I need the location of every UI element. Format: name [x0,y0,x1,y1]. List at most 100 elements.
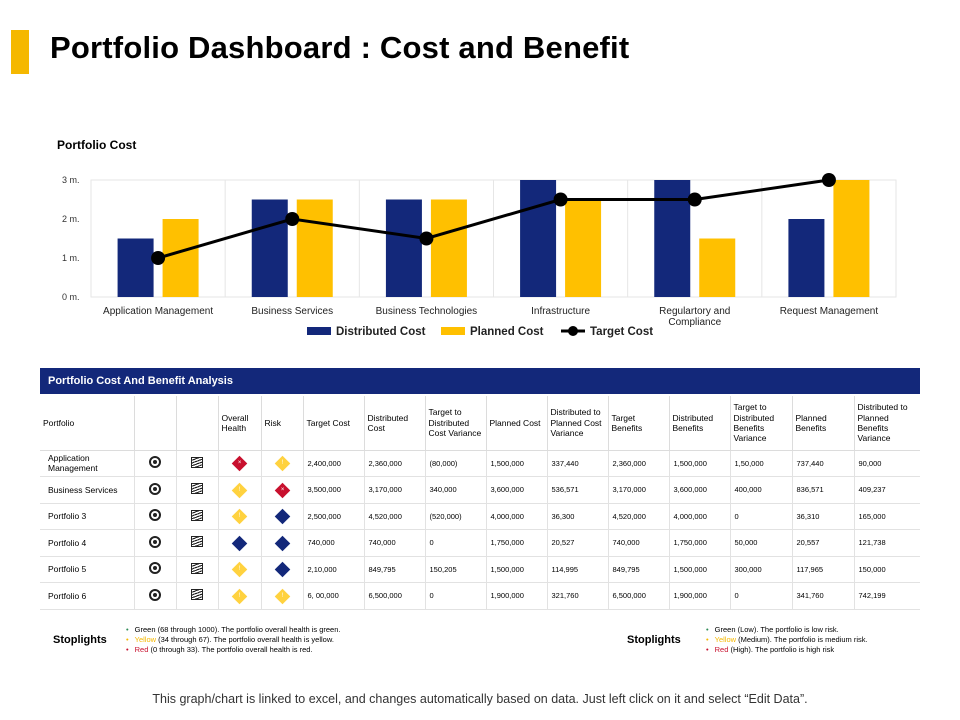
value-cell: 1,750,000 [486,529,548,557]
value-cell: 36,310 [792,503,855,530]
column-header: Distributed to Planned Benefits Variance [854,396,920,451]
risk-diamond-icon [274,535,290,552]
target-icon[interactable] [149,482,161,495]
value-cell: 1,500,000 [669,556,731,583]
risk-diamond-icon: ! [274,588,290,605]
overall-health-cell: ! [218,582,262,610]
risk-diamond-icon [274,561,290,578]
stoplight-green-item: Green (68 through 1000). The portfolio o… [126,625,341,635]
stoplight-yellow-word: Yellow [134,635,157,644]
column-header: Overall Health [218,396,262,451]
column-header: Target Cost [303,396,365,451]
risk-cell [261,556,304,583]
legend-label: Target Cost [590,326,653,338]
value-cell: 121,738 [854,529,920,557]
target-cost-point[interactable] [687,192,702,207]
chart-icon[interactable] [191,562,203,574]
health-diamond-icon: ! [231,588,248,605]
distributed-cost-bar[interactable] [520,180,557,297]
value-cell: 3,170,000 [364,476,426,504]
value-cell: 1,500,000 [486,450,548,477]
distributed-cost-bar[interactable] [117,238,154,298]
value-cell: 3,500,000 [303,476,365,504]
value-cell: 536,571 [547,476,609,504]
target-cost-point[interactable] [553,192,568,207]
value-cell: 20,557 [792,529,855,557]
portfolio-name-cell: Portfolio 3 [40,503,135,530]
portfolio-name-cell: Portfolio 5 [40,556,135,583]
chart-icon[interactable] [191,483,203,495]
target-icon-cell [134,529,177,557]
column-header: Target to Distributed Benefits Variance [730,396,793,451]
planned-cost-bar[interactable] [162,219,199,297]
value-cell: 409,237 [854,476,920,504]
value-cell: 740,000 [303,529,365,557]
distributed-cost-bar[interactable] [654,180,691,297]
column-header: Target Benefits [608,396,670,451]
chart-icon[interactable] [191,589,203,601]
chart-icon-cell [176,476,219,504]
value-cell: 337,440 [547,450,609,477]
stoplight-red-word: Red [714,645,729,654]
distributed-cost-bar[interactable] [788,219,825,297]
value-cell: 849,795 [608,556,670,583]
value-cell: 400,000 [730,476,793,504]
target-cost-point[interactable] [419,231,434,246]
target-icon[interactable] [149,456,161,469]
value-cell: 836,571 [792,476,855,504]
value-cell: 2,500,000 [303,503,365,530]
target-cost-point[interactable] [151,251,166,265]
risk-diamond-icon: × [274,482,290,499]
column-header: Target to Distributed Cost Variance [425,396,487,451]
column-header: Distributed Cost [364,396,426,451]
chart-icon-cell [176,450,219,477]
target-icon[interactable] [149,562,161,575]
value-cell: 1,500,000 [486,556,548,583]
x-tick-label: Business Services [251,306,333,317]
y-tick-label: 1 m. [62,253,80,263]
planned-cost-bar[interactable] [430,199,467,298]
target-icon-cell [134,503,177,530]
value-cell: 36,300 [547,503,609,530]
chart-icon-cell [176,556,219,583]
value-cell: 4,520,000 [608,503,670,530]
risk-diamond-icon [274,508,290,525]
target-icon[interactable] [149,509,161,522]
y-tick-label: 0 m. [62,292,80,302]
target-icon[interactable] [149,535,161,548]
value-cell: 740,000 [364,529,426,557]
planned-cost-bar[interactable] [296,199,333,298]
x-tick-label: Business Technologies [376,306,478,317]
target-cost-point[interactable] [285,212,300,226]
planned-cost-bar[interactable] [565,199,602,298]
risk-cell: ! [261,450,304,477]
value-cell: 740,000 [608,529,670,557]
value-cell: 742,199 [854,582,920,610]
distributed-cost-bar[interactable] [385,199,422,298]
distributed-cost-bar[interactable] [251,199,288,298]
stoplight-yellow-word: Yellow [714,635,737,644]
chart-icon[interactable] [191,456,203,468]
portfolio-cost-chart[interactable]: Portfolio Cost 0 m. 1 m. 2 m. 3 m. Applicatio… [0,130,960,350]
target-icon[interactable] [149,588,161,601]
portfolio-name-cell: Portfolio 4 [40,529,135,557]
chart-title: Portfolio Cost [57,138,136,152]
legend-label: Planned Cost [470,326,544,338]
overall-health-cell: ! [218,556,262,583]
planned-cost-bar[interactable] [833,180,870,297]
chart-icon[interactable] [191,509,203,521]
stoplights-left-title: Stoplights [53,634,107,646]
planned-cost-bar[interactable] [699,238,736,298]
target-icon-cell [134,476,177,504]
table-row: Business Services! × 3,500,000 3,170,000 340… [40,476,920,504]
target-cost-point[interactable] [821,173,836,187]
value-cell: 3,170,000 [608,476,670,504]
chart-icon[interactable] [191,536,203,548]
value-cell: 0 [730,582,793,610]
risk-cell [261,529,304,557]
y-tick-label: 2 m. [62,214,80,224]
value-cell: (520,000) [425,503,487,530]
stoplight-red-word: Red [134,645,149,654]
stoplights-right-legend: Green (Low). The portfolio is low risk. … [706,625,868,655]
value-cell: 4,520,000 [364,503,426,530]
